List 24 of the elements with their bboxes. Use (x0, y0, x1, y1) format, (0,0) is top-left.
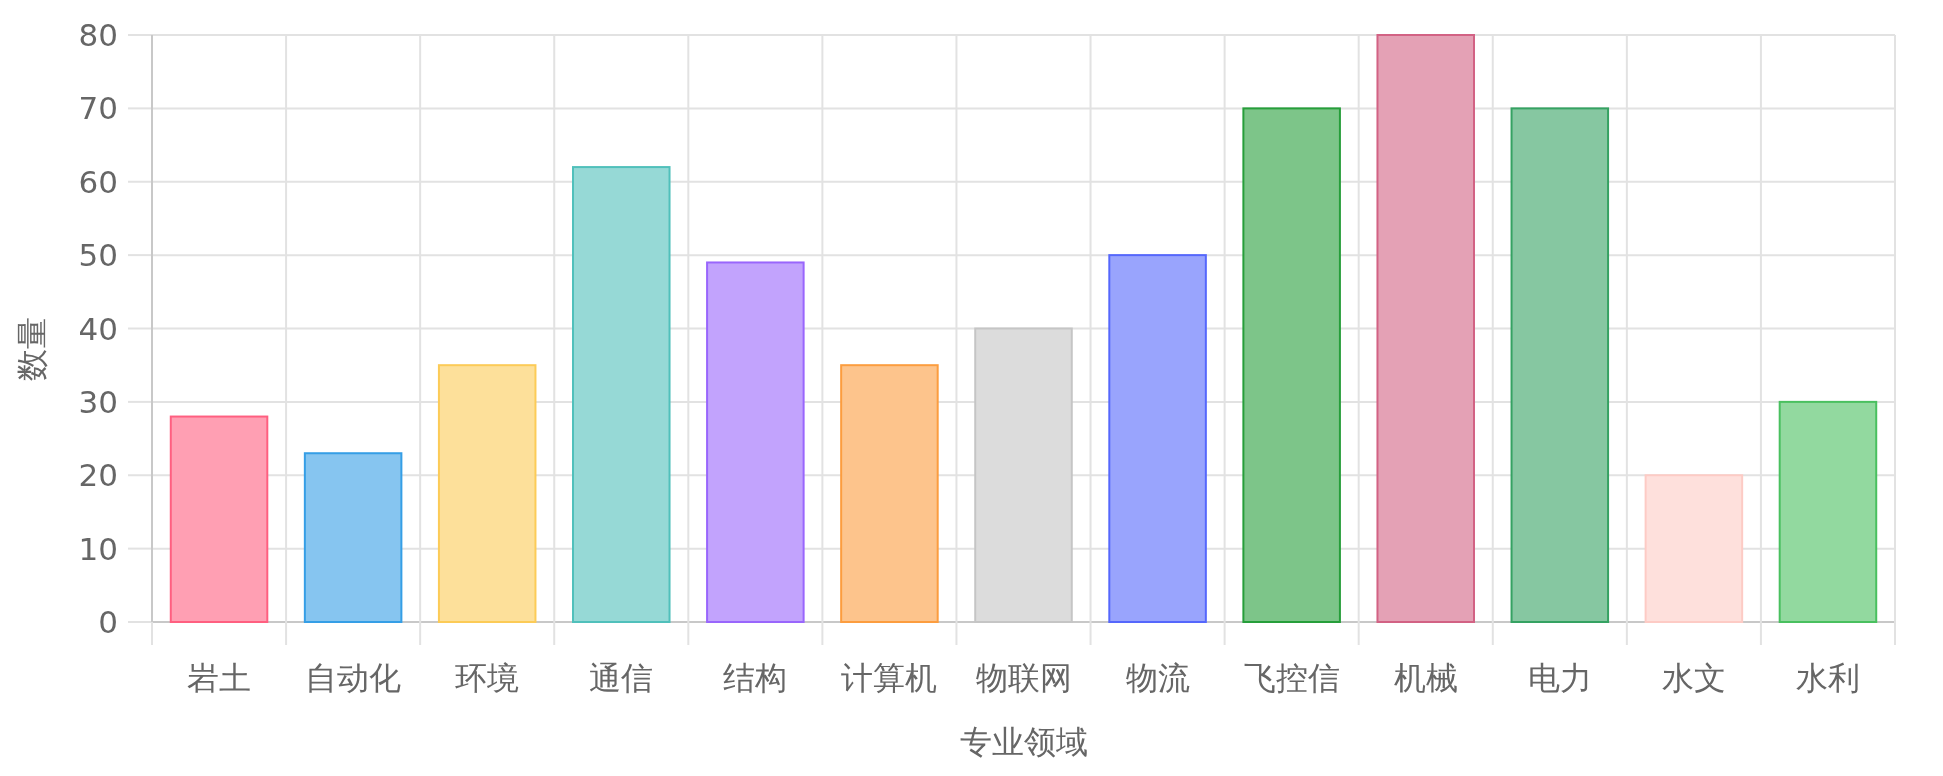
y-axis-title: 数量 (13, 316, 51, 381)
x-axis-title: 专业领域 (959, 723, 1088, 761)
y-tick-label: 80 (78, 17, 118, 53)
x-tick-label: 水文 (1661, 659, 1726, 697)
x-tick-label: 岩土 (187, 659, 252, 697)
x-tick-label: 结构 (723, 659, 788, 697)
x-tick-label: 物联网 (975, 659, 1072, 697)
x-tick-label: 环境 (455, 659, 520, 697)
y-tick-label: 70 (78, 90, 118, 127)
y-tick-label: 40 (78, 310, 118, 347)
x-tick-label: 飞控信 (1243, 659, 1340, 697)
x-tick-label: 物流 (1125, 659, 1190, 697)
y-tick-label: 50 (78, 237, 118, 274)
x-tick-label: 水利 (1795, 659, 1860, 697)
x-tick-label: 机械 (1393, 659, 1458, 697)
x-tick-label: 计算机 (841, 659, 938, 697)
y-tick-label: 30 (78, 383, 118, 420)
x-tick-label: 电力 (1527, 659, 1592, 697)
y-tick-label: 60 (78, 163, 118, 200)
x-tick-label: 通信 (589, 659, 654, 697)
y-tick-label: 0 (98, 604, 118, 640)
y-tick-label: 20 (78, 457, 118, 494)
x-tick-label: 自动化 (305, 659, 402, 697)
y-tick-label: 10 (78, 530, 118, 567)
